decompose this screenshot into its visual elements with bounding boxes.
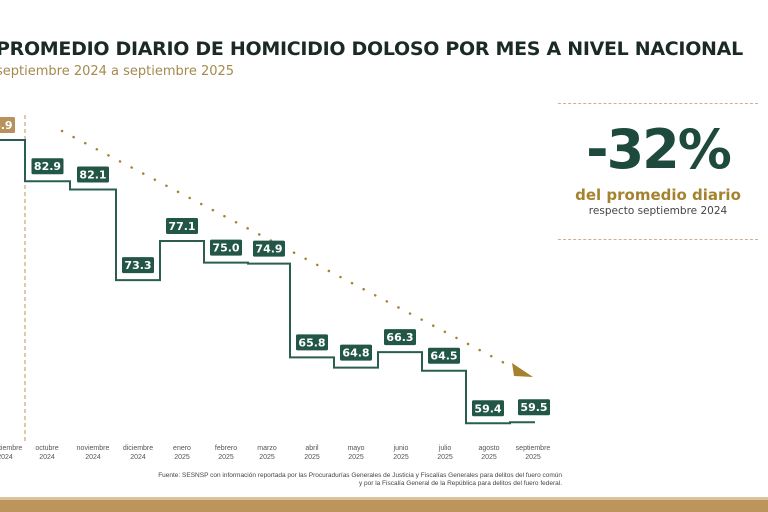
x-tick-label: 2025 (348, 454, 364, 461)
x-tick-label: 2024 (0, 454, 13, 461)
data-label-box (31, 158, 64, 175)
summary-line1: del promedio diario (575, 186, 741, 204)
x-tick-label: diciembre (123, 445, 153, 452)
data-label-box (428, 347, 460, 364)
x-tick-label: 2025 (259, 454, 275, 461)
data-label: 74.9 (255, 243, 282, 256)
x-tick-label: 2025 (304, 454, 320, 461)
data-label-box (518, 399, 550, 416)
data-label: 66.3 (386, 331, 413, 344)
data-label: 59.4 (474, 402, 501, 415)
x-tick-label: 2024 (85, 454, 101, 461)
data-label-box (122, 257, 154, 274)
x-tick-label: noviembre (77, 445, 110, 452)
data-label-box (0, 117, 15, 133)
source-note: Fuente: SESNSP con información reportada… (158, 472, 562, 488)
x-tick-label: 2025 (525, 454, 541, 461)
x-tick-label: septiembre (0, 445, 22, 452)
x-tick-label: marzo (257, 445, 277, 452)
data-label-box (253, 240, 285, 257)
trend-arrow-head (512, 363, 533, 377)
footer-stripe (0, 497, 768, 500)
source-line1: Fuente: SESNSP con información reportada… (158, 472, 562, 479)
data-label: 82.1 (79, 168, 106, 181)
x-tick-label: enero (173, 445, 191, 452)
x-tick-label: 2024 (39, 454, 55, 461)
data-label-box (166, 217, 198, 234)
data-label: 59.5 (520, 401, 547, 414)
x-tick-label: septiembre (516, 445, 551, 452)
data-label-box (296, 334, 328, 351)
x-tick-label: 2025 (481, 454, 497, 461)
x-tick-label: febrero (215, 445, 237, 452)
data-label: 77.1 (168, 220, 195, 233)
data-label: 65.8 (298, 336, 325, 349)
source-line2: y por la Fiscalía General de la Repúblic… (358, 480, 562, 487)
step-line (0, 139, 535, 425)
summary-line2: respecto septiembre 2024 (588, 205, 728, 217)
x-tick-label: 2025 (218, 454, 234, 461)
data-label-box (210, 239, 242, 256)
data-label: 64.8 (342, 347, 369, 360)
chart-title: PROMEDIO DIARIO DE HOMICIDIO DOLOSO POR … (0, 38, 743, 60)
step-chart: 86.9 septiembre 2024 82.9 octubre 2024 82.1 nov… (0, 115, 551, 461)
chart-subtitle: septiembre 2024 a septiembre 2025 (0, 64, 235, 79)
x-tick-label: 2025 (437, 454, 453, 461)
data-label: 73.3 (124, 259, 151, 272)
x-tick-label: 2025 (393, 454, 409, 461)
data-label: 86.9 (0, 119, 13, 132)
x-tick-label: 2025 (174, 454, 190, 461)
data-label: 82.9 (34, 160, 61, 173)
data-label: 64.5 (430, 350, 457, 363)
x-tick-label: agosto (478, 445, 499, 452)
data-label-box (384, 329, 416, 346)
footer-bar (0, 500, 768, 512)
data-label: 75.0 (212, 242, 239, 255)
x-tick-label: mayo (347, 445, 364, 452)
trend-dotted-line (60, 129, 512, 368)
x-tick-label: julio (438, 445, 452, 452)
x-tick-label: octubre (35, 445, 58, 452)
data-label-box (472, 400, 504, 417)
data-label-box (77, 166, 109, 183)
x-tick-label: junio (393, 445, 409, 452)
summary-panel: -32% del promedio diario respecto septie… (558, 103, 758, 240)
x-tick-label: abril (305, 445, 319, 452)
x-tick-label: 2024 (130, 454, 146, 461)
data-label-box (340, 344, 372, 361)
percent-change: -32% (586, 118, 732, 181)
